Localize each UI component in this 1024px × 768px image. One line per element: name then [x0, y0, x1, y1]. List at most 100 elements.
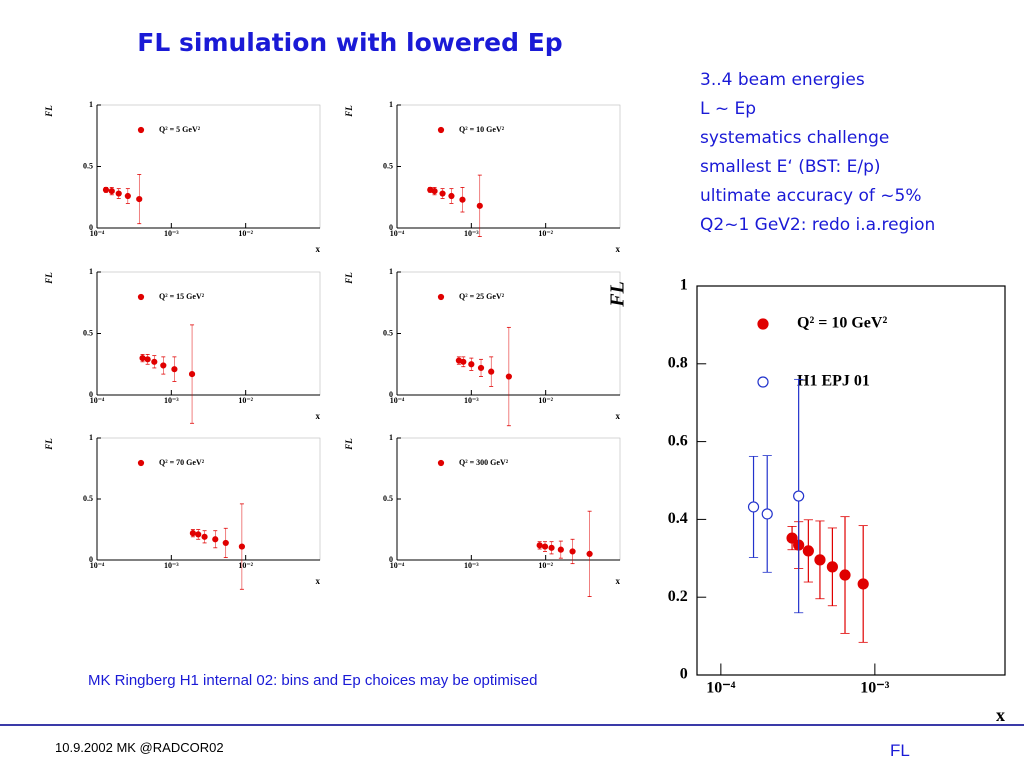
point — [761, 508, 773, 520]
point — [115, 190, 122, 197]
legend-label: Q² = 5 GeV² — [159, 125, 201, 134]
x-axis-label: x — [316, 576, 321, 586]
point — [793, 490, 805, 502]
x-tick-label: 10⁻² — [538, 396, 553, 405]
point — [136, 195, 143, 203]
x-tick-label: 10⁻³ — [164, 561, 179, 570]
y-axis-label: FL — [44, 105, 54, 118]
legend-marker — [437, 293, 445, 301]
x-tick-label: 10⁻⁴ — [90, 229, 105, 238]
legend-marker — [757, 318, 769, 330]
point — [505, 373, 512, 380]
x-axis-label: x — [616, 411, 621, 421]
point — [814, 554, 826, 566]
y-tick-label: 0 — [389, 390, 393, 399]
footer-left: 10.9.2002 MK @RADCOR02 — [55, 740, 224, 755]
point — [826, 561, 838, 573]
y-tick-label: 0.8 — [668, 354, 688, 371]
x-axis-label: x — [316, 244, 321, 254]
point — [171, 366, 178, 373]
y-tick-label: 0 — [89, 390, 93, 399]
x-tick-label: 10⁻³ — [860, 679, 889, 696]
point — [139, 355, 146, 362]
plot-frame — [96, 437, 321, 561]
point — [476, 202, 483, 209]
notes: 3..4 beam energies L ~ Ep systematics chal… — [700, 66, 935, 240]
y-axis-label: FL — [344, 105, 354, 118]
point — [557, 546, 564, 553]
point — [459, 196, 466, 203]
point — [569, 548, 576, 555]
footer-right: FL — [890, 741, 910, 760]
y-tick-label: 0.5 — [383, 161, 393, 170]
plot-frame — [96, 104, 321, 229]
point — [212, 536, 219, 543]
y-tick-label: 1 — [89, 100, 93, 109]
y-axis-label: FL — [44, 438, 54, 451]
y-tick-label: 1 — [680, 277, 688, 294]
note: Q2~1 GeV2: redo i.a.region — [700, 215, 936, 235]
legend-label: Q² = 10 GeV² — [459, 125, 505, 134]
legend-label: H1 EPJ 01 — [797, 373, 870, 390]
legend-marker — [137, 459, 145, 467]
y-axis-label: FL — [44, 272, 54, 285]
y-tick-label: 0.5 — [83, 161, 93, 170]
y-tick-label: 0.5 — [83, 494, 93, 503]
plot-frame — [396, 104, 621, 229]
y-tick-label: 1 — [389, 100, 393, 109]
note: systematics challenge — [700, 128, 890, 148]
y-tick-label: 0.4 — [668, 510, 688, 527]
y-tick-label: 1 — [89, 433, 93, 442]
point — [439, 190, 446, 197]
legend-marker — [437, 126, 445, 134]
x-axis-label: x — [616, 244, 621, 254]
y-tick-label: 1 — [89, 267, 93, 276]
legend-label: Q² = 25 GeV² — [459, 292, 505, 301]
point — [195, 531, 202, 538]
point — [786, 532, 798, 544]
y-tick-label: 0 — [389, 223, 393, 232]
legend-marker — [757, 376, 769, 388]
y-tick-label: 1 — [389, 267, 393, 276]
point — [124, 192, 131, 200]
point — [839, 569, 851, 581]
y-axis-label: FL — [344, 272, 354, 285]
legend-label: Q² = 300 GeV² — [459, 458, 509, 467]
x-tick-label: 10⁻² — [238, 229, 253, 238]
point — [222, 539, 229, 547]
point — [238, 543, 246, 550]
point — [477, 364, 485, 372]
point — [747, 501, 760, 513]
x-tick-label: 10⁻⁴ — [90, 396, 105, 405]
legend-label: Q² = 10 GeV² — [797, 315, 887, 332]
legend-label: Q² = 70 GeV² — [159, 458, 205, 467]
footer-rule — [0, 724, 1024, 726]
point — [144, 356, 151, 363]
point — [536, 542, 543, 549]
point — [857, 578, 869, 590]
plot-frame — [696, 285, 1006, 676]
point — [151, 358, 158, 365]
point — [802, 545, 814, 557]
point — [189, 530, 196, 537]
point — [188, 370, 196, 378]
x-tick-label: 10⁻² — [238, 561, 253, 570]
slide-title: FL simulation with lowered Ep — [137, 28, 563, 57]
note: smallest E‘ (BST: E/p) — [700, 157, 881, 177]
y-tick-label: 0.5 — [83, 328, 93, 337]
x-axis-label: x — [996, 705, 1005, 725]
point — [586, 550, 593, 558]
x-tick-label: 10⁻⁴ — [90, 561, 105, 570]
y-tick-label: 0 — [89, 223, 93, 232]
point — [448, 192, 455, 200]
point — [431, 188, 438, 195]
note: 3..4 beam energies — [700, 70, 865, 90]
x-axis-label: x — [316, 411, 321, 421]
y-tick-label: 0 — [89, 555, 93, 564]
plot-frame — [396, 437, 621, 561]
legend-marker — [137, 293, 145, 301]
y-axis-label: FL — [607, 281, 629, 308]
y-tick-label: 0 — [680, 666, 688, 683]
